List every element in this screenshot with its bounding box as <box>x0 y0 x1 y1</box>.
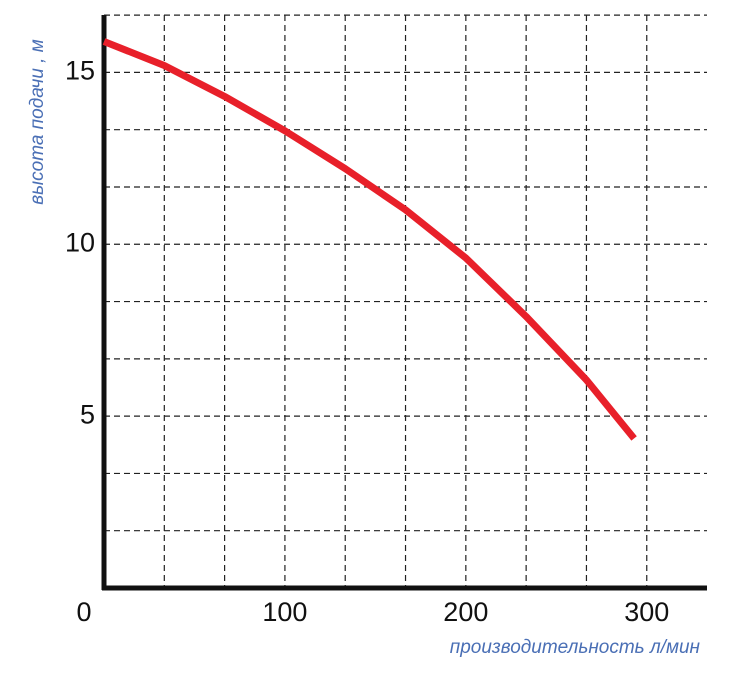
x-tick-label: 100 <box>262 597 307 627</box>
x-tick-label: 0 <box>76 597 91 627</box>
y-tick-label: 15 <box>65 56 95 86</box>
y-axis-label: высота подачи , м <box>27 39 48 205</box>
x-axis-label: производительность л/мин <box>450 637 701 658</box>
y-tick-label: 5 <box>80 399 95 429</box>
line <box>102 38 637 441</box>
y-tick-label: 10 <box>65 227 95 257</box>
x-tick-label: 300 <box>624 597 669 627</box>
x-tick-label: 200 <box>443 597 488 627</box>
